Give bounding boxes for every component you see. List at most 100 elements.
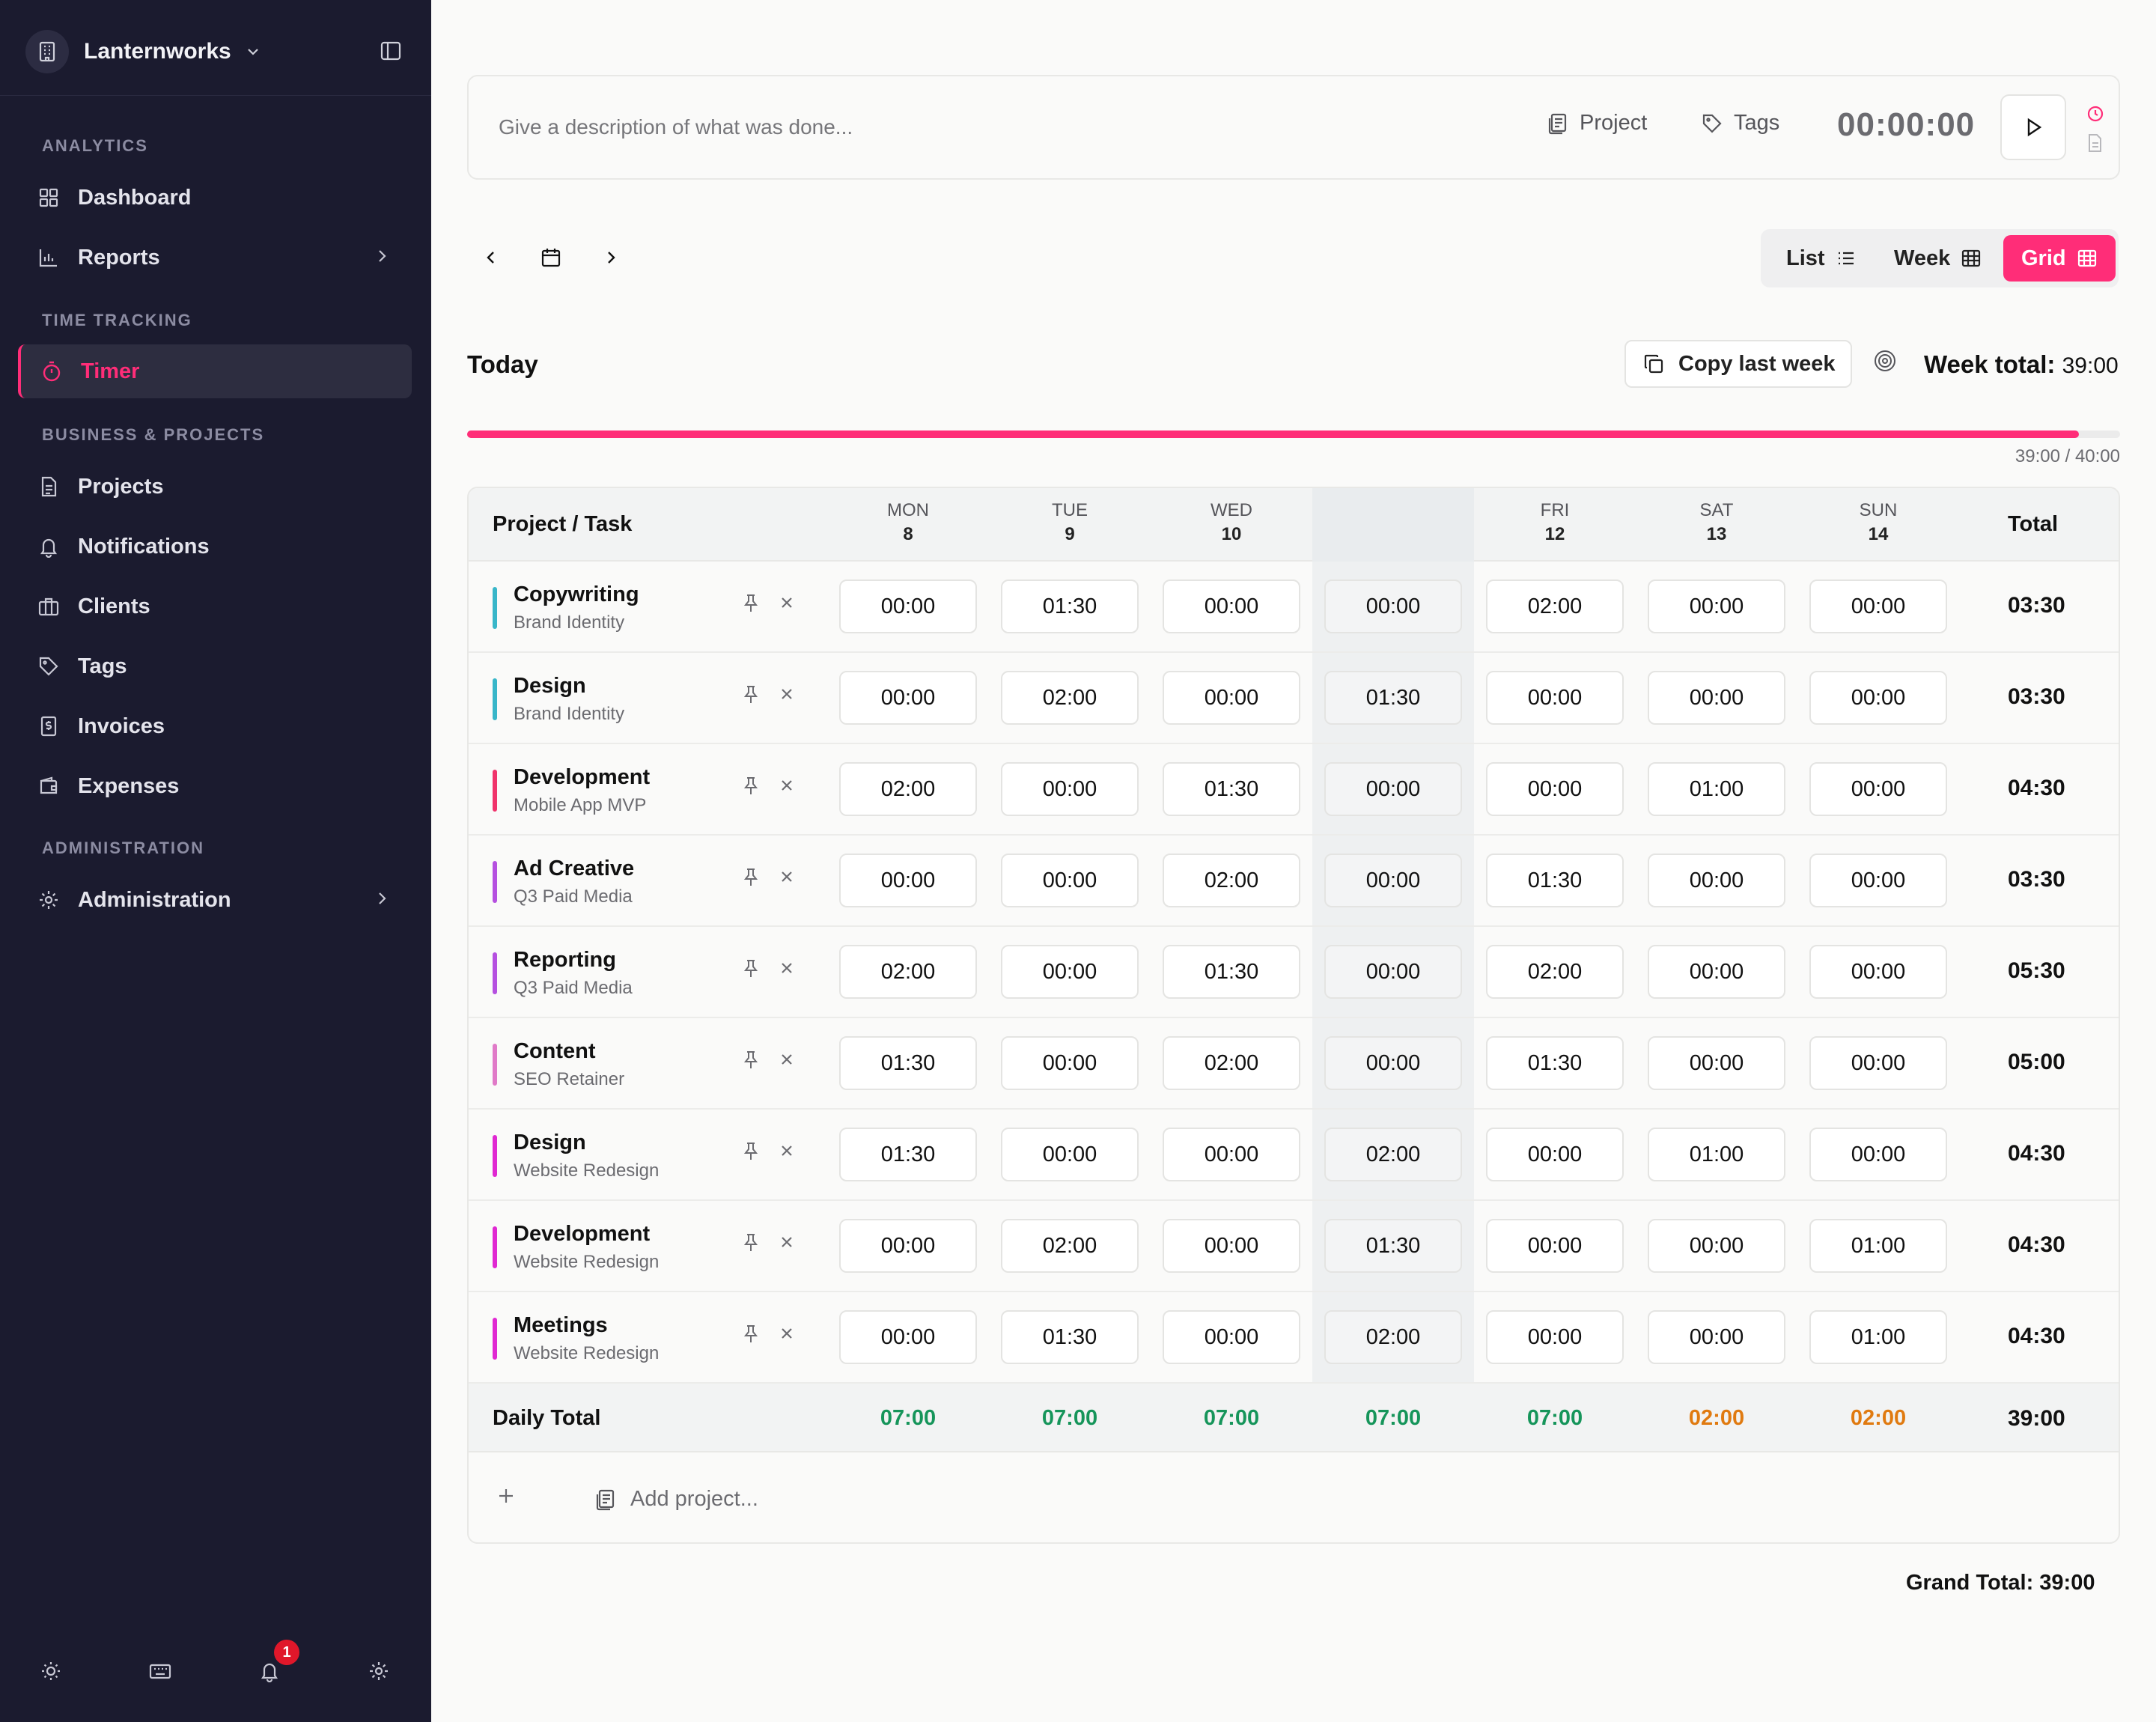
remove-row-icon[interactable] — [777, 593, 797, 612]
start-timer-button[interactable] — [2000, 94, 2066, 160]
hours-input-wed[interactable]: 00:00 — [1163, 1310, 1300, 1364]
view-week-button[interactable]: Week — [1876, 235, 2000, 282]
hours-input-tue[interactable]: 01:30 — [1001, 1310, 1139, 1364]
hours-input-tue[interactable]: 02:00 — [1001, 1219, 1139, 1273]
remove-row-icon[interactable] — [777, 958, 797, 978]
tags-picker-button[interactable]: Tags — [1701, 111, 1779, 136]
hours-input-mon[interactable]: 02:00 — [839, 762, 977, 816]
pin-icon[interactable] — [741, 593, 761, 614]
sidebar-item-dashboard[interactable]: Dashboard — [18, 171, 412, 225]
sidebar-item-reports[interactable]: Reports — [18, 231, 412, 285]
theme-toggle-icon[interactable] — [33, 1653, 69, 1689]
hours-input-sun[interactable]: 00:00 — [1809, 579, 1947, 633]
hours-input-fri[interactable]: 00:00 — [1486, 671, 1624, 725]
hours-input-sat[interactable]: 00:00 — [1648, 1219, 1785, 1273]
hours-input-sun[interactable]: 00:00 — [1809, 762, 1947, 816]
hours-input-fri[interactable]: 00:00 — [1486, 1128, 1624, 1181]
view-list-button[interactable]: List — [1768, 235, 1875, 282]
hours-input-tue[interactable]: 01:30 — [1001, 579, 1139, 633]
manual-entry-icon[interactable] — [2086, 133, 2104, 153]
remove-row-icon[interactable] — [777, 1141, 797, 1160]
hours-input-fri[interactable]: 00:00 — [1486, 762, 1624, 816]
hours-input-fri[interactable]: 01:30 — [1486, 1036, 1624, 1090]
description-input[interactable]: Give a description of what was done... — [499, 115, 853, 139]
hours-input-sat[interactable]: 00:00 — [1648, 1310, 1785, 1364]
pin-icon[interactable] — [741, 1324, 761, 1345]
hours-input-thu[interactable]: 00:00 — [1324, 854, 1462, 907]
hours-input-wed[interactable]: 02:00 — [1163, 854, 1300, 907]
pin-icon[interactable] — [741, 776, 761, 797]
remove-row-icon[interactable] — [777, 1050, 797, 1069]
hours-input-sat[interactable]: 01:00 — [1648, 1128, 1785, 1181]
sidebar-item-expenses[interactable]: Expenses — [18, 759, 412, 813]
pin-icon[interactable] — [741, 958, 761, 979]
pin-icon[interactable] — [741, 1141, 761, 1162]
sidebar-item-clients[interactable]: Clients — [18, 579, 412, 633]
hours-input-sun[interactable]: 00:00 — [1809, 1036, 1947, 1090]
hours-input-thu[interactable]: 02:00 — [1324, 1310, 1462, 1364]
hours-input-fri[interactable]: 02:00 — [1486, 579, 1624, 633]
hours-input-sun[interactable]: 00:00 — [1809, 945, 1947, 999]
hours-input-tue[interactable]: 00:00 — [1001, 1128, 1139, 1181]
calendar-icon[interactable] — [535, 241, 567, 274]
hours-input-tue[interactable]: 00:00 — [1001, 945, 1139, 999]
remove-row-icon[interactable] — [777, 1232, 797, 1252]
hours-input-sat[interactable]: 00:00 — [1648, 579, 1785, 633]
hours-input-thu[interactable]: 00:00 — [1324, 1036, 1462, 1090]
hours-input-mon[interactable]: 02:00 — [839, 945, 977, 999]
hours-input-fri[interactable]: 02:00 — [1486, 945, 1624, 999]
hours-input-sat[interactable]: 00:00 — [1648, 945, 1785, 999]
hours-input-sat[interactable]: 00:00 — [1648, 1036, 1785, 1090]
target-icon[interactable] — [1873, 349, 1897, 373]
hours-input-wed[interactable]: 00:00 — [1163, 579, 1300, 633]
hours-input-wed[interactable]: 01:30 — [1163, 945, 1300, 999]
bell-icon[interactable] — [252, 1653, 287, 1689]
hours-input-fri[interactable]: 00:00 — [1486, 1219, 1624, 1273]
sidebar-item-timer[interactable]: Timer — [18, 344, 412, 398]
hours-input-mon[interactable]: 00:00 — [839, 1310, 977, 1364]
hours-input-tue[interactable]: 00:00 — [1001, 854, 1139, 907]
hours-input-mon[interactable]: 00:00 — [839, 1219, 977, 1273]
hours-input-tue[interactable]: 02:00 — [1001, 671, 1139, 725]
sidebar-toggle-icon[interactable] — [376, 36, 406, 66]
hours-input-sun[interactable]: 00:00 — [1809, 671, 1947, 725]
keyboard-icon[interactable] — [142, 1653, 178, 1689]
hours-input-thu[interactable]: 01:30 — [1324, 671, 1462, 725]
pin-icon[interactable] — [741, 684, 761, 705]
settings-gear-icon[interactable] — [361, 1653, 397, 1689]
clock-mode-icon[interactable] — [2086, 103, 2105, 123]
sidebar-item-administration[interactable]: Administration — [18, 873, 412, 927]
hours-input-fri[interactable]: 00:00 — [1486, 1310, 1624, 1364]
hours-input-sun[interactable]: 00:00 — [1809, 854, 1947, 907]
sidebar-item-notifications[interactable]: Notifications — [18, 520, 412, 574]
remove-row-icon[interactable] — [777, 684, 797, 704]
sidebar-item-invoices[interactable]: Invoices — [18, 699, 412, 753]
next-week-icon[interactable] — [594, 241, 627, 274]
hours-input-sun[interactable]: 00:00 — [1809, 1128, 1947, 1181]
plus-icon[interactable] — [496, 1485, 517, 1506]
hours-input-mon[interactable]: 00:00 — [839, 854, 977, 907]
hours-input-tue[interactable]: 00:00 — [1001, 762, 1139, 816]
remove-row-icon[interactable] — [777, 776, 797, 795]
hours-input-wed[interactable]: 02:00 — [1163, 1036, 1300, 1090]
hours-input-wed[interactable]: 00:00 — [1163, 1128, 1300, 1181]
remove-row-icon[interactable] — [777, 867, 797, 886]
pin-icon[interactable] — [741, 1050, 761, 1071]
project-picker-button[interactable]: Project — [1547, 111, 1647, 136]
hours-input-sat[interactable]: 01:00 — [1648, 762, 1785, 816]
hours-input-mon[interactable]: 01:30 — [839, 1128, 977, 1181]
hours-input-thu[interactable]: 01:30 — [1324, 1219, 1462, 1273]
hours-input-sun[interactable]: 01:00 — [1809, 1219, 1947, 1273]
add-project-button[interactable]: Add project... — [594, 1487, 758, 1512]
remove-row-icon[interactable] — [777, 1324, 797, 1343]
hours-input-sat[interactable]: 00:00 — [1648, 854, 1785, 907]
pin-icon[interactable] — [741, 867, 761, 888]
workspace-switcher[interactable]: Lanternworks — [25, 30, 261, 73]
hours-input-fri[interactable]: 01:30 — [1486, 854, 1624, 907]
hours-input-thu[interactable]: 00:00 — [1324, 579, 1462, 633]
hours-input-thu[interactable]: 00:00 — [1324, 945, 1462, 999]
hours-input-tue[interactable]: 00:00 — [1001, 1036, 1139, 1090]
hours-input-wed[interactable]: 00:00 — [1163, 1219, 1300, 1273]
hours-input-wed[interactable]: 00:00 — [1163, 671, 1300, 725]
pin-icon[interactable] — [741, 1232, 761, 1253]
